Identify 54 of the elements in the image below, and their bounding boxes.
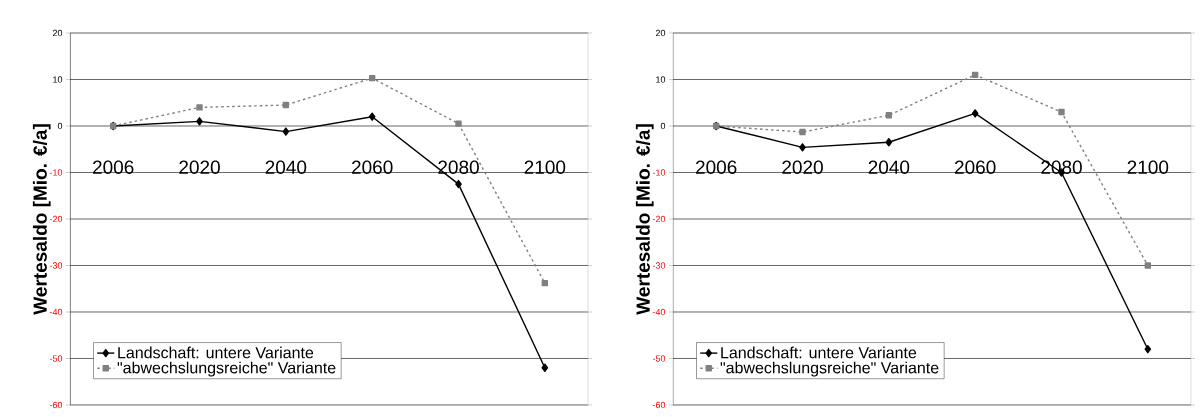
y-tick-label: -40 bbox=[652, 308, 666, 316]
y-tick-label: -60 bbox=[49, 401, 63, 409]
y-tick-label: 0 bbox=[660, 122, 666, 130]
y-tick-label: -50 bbox=[49, 355, 63, 362]
y-tick-label: -30 bbox=[49, 262, 63, 269]
legend-label: "abwechslungsreiche" Variante bbox=[720, 361, 939, 377]
y-tick-label: -20 bbox=[49, 215, 63, 223]
point bbox=[282, 101, 290, 109]
legend-label: "abwechslungsreiche" Variante bbox=[117, 361, 336, 377]
point bbox=[799, 143, 806, 152]
y-tick-label: 10 bbox=[656, 76, 666, 83]
x-tick-label: 2080 bbox=[438, 160, 479, 174]
y-axis-title: Wertesaldo [Mio. €/a] bbox=[635, 124, 654, 315]
x-tick-label: 2040 bbox=[868, 160, 910, 174]
point bbox=[196, 117, 203, 126]
point bbox=[455, 179, 462, 189]
y-tick-label: -10 bbox=[652, 169, 666, 176]
x-tick-label: 2100 bbox=[1127, 160, 1169, 174]
point bbox=[885, 112, 893, 119]
x-tick-label: 2060 bbox=[352, 160, 393, 174]
point bbox=[1144, 262, 1152, 269]
y-axis-title: Wertesaldo [Mio. €/a] bbox=[32, 124, 51, 315]
y-tick-label: -30 bbox=[652, 262, 666, 269]
y-tick-label: 0 bbox=[57, 122, 63, 130]
y-tick-label: -50 bbox=[652, 355, 666, 362]
x-tick-label: 2060 bbox=[954, 160, 996, 174]
x-tick-label: 2100 bbox=[524, 160, 566, 174]
point bbox=[368, 112, 376, 121]
point bbox=[971, 71, 979, 79]
x-tick-label: 2006 bbox=[93, 160, 134, 174]
y-tick-label: 20 bbox=[52, 29, 63, 37]
point bbox=[1058, 108, 1065, 116]
legend-label: Landschaft: untere Variante bbox=[118, 346, 314, 359]
point bbox=[885, 138, 893, 147]
y-tick-label: -40 bbox=[49, 308, 63, 316]
y-tick-label: -60 bbox=[652, 401, 666, 409]
point bbox=[455, 120, 462, 127]
point bbox=[541, 363, 549, 372]
x-tick-label: 2040 bbox=[265, 160, 307, 174]
x-tick-label: 2006 bbox=[695, 160, 737, 174]
point bbox=[282, 127, 290, 136]
point bbox=[799, 128, 806, 136]
y-tick-label: 20 bbox=[655, 29, 666, 37]
point bbox=[1144, 344, 1152, 354]
y-tick-label: 10 bbox=[53, 76, 63, 83]
point bbox=[971, 109, 979, 118]
y-tick-label: -20 bbox=[652, 215, 666, 223]
x-tick-label: 2020 bbox=[782, 160, 823, 174]
y-tick-label: -10 bbox=[49, 169, 63, 176]
point bbox=[368, 74, 376, 82]
x-tick-label: 2020 bbox=[179, 160, 220, 174]
legend-label: Landschaft: untere Variante bbox=[721, 346, 917, 359]
point bbox=[196, 104, 203, 111]
point bbox=[541, 279, 549, 287]
